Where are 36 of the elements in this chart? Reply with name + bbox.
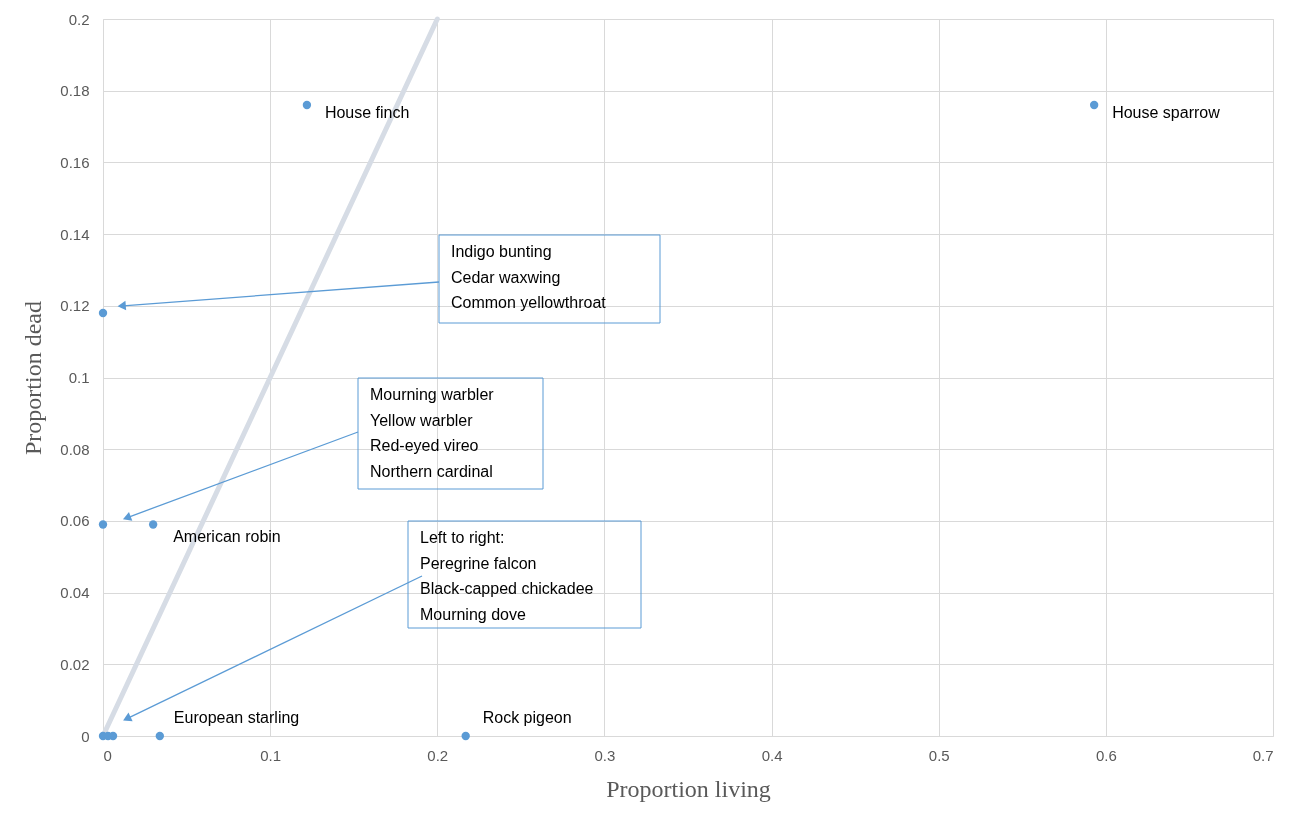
x-tick-label: 0.2 — [427, 746, 449, 764]
annotation: House sparrow — [1112, 104, 1221, 122]
y-tick-label: 0.08 — [60, 440, 90, 458]
point — [98, 520, 108, 529]
x-tick-label: 0 — [103, 746, 112, 764]
y-tick-label: 0 — [81, 727, 90, 745]
x-tick-label: 0.5 — [928, 746, 950, 764]
annotation: Mourning warbler Yellow warbler Red-eyed vireo Northern cardinal — [370, 386, 495, 480]
x-tick-label: 0.4 — [761, 746, 783, 764]
y-tick-label: 0.18 — [60, 82, 90, 100]
y-tick-label: 0.06 — [60, 512, 90, 530]
y-tick-label: 0.2 — [68, 10, 90, 28]
y-tick-label: 0.1 — [68, 369, 90, 386]
x-axis-title: Proportion living — [606, 775, 771, 802]
x-tick-label: 0.6 — [1095, 746, 1117, 764]
y-tick-label: 0.14 — [60, 225, 90, 243]
y-tick-label: 0.02 — [60, 655, 90, 673]
point — [1089, 100, 1099, 110]
x-tick-label: 0.1 — [260, 746, 282, 764]
x-tick-label: 0.3 — [594, 746, 616, 764]
y-tick-label: 0.12 — [60, 297, 90, 315]
y-axis-title: Proportion dead — [20, 301, 47, 455]
point — [98, 308, 108, 318]
annotation: American robin — [173, 528, 281, 546]
annotation: European starling — [173, 709, 300, 726]
annotation: Indigo bunting Cedar waxwing Common yellowthroat — [451, 243, 607, 311]
y-tick-label: 0.04 — [60, 584, 90, 602]
point — [302, 100, 312, 110]
annotation: Left to right: Peregrine falcon Black-capped chickadee Mourning dove — [420, 529, 594, 623]
point — [461, 731, 470, 741]
annotation: Rock pigeon — [482, 709, 572, 726]
point — [148, 520, 158, 529]
annotation: House finch — [324, 104, 410, 122]
x-tick-label: 0.7 — [1252, 746, 1274, 764]
point — [155, 731, 165, 741]
y-tick-label: 0.16 — [60, 153, 90, 171]
